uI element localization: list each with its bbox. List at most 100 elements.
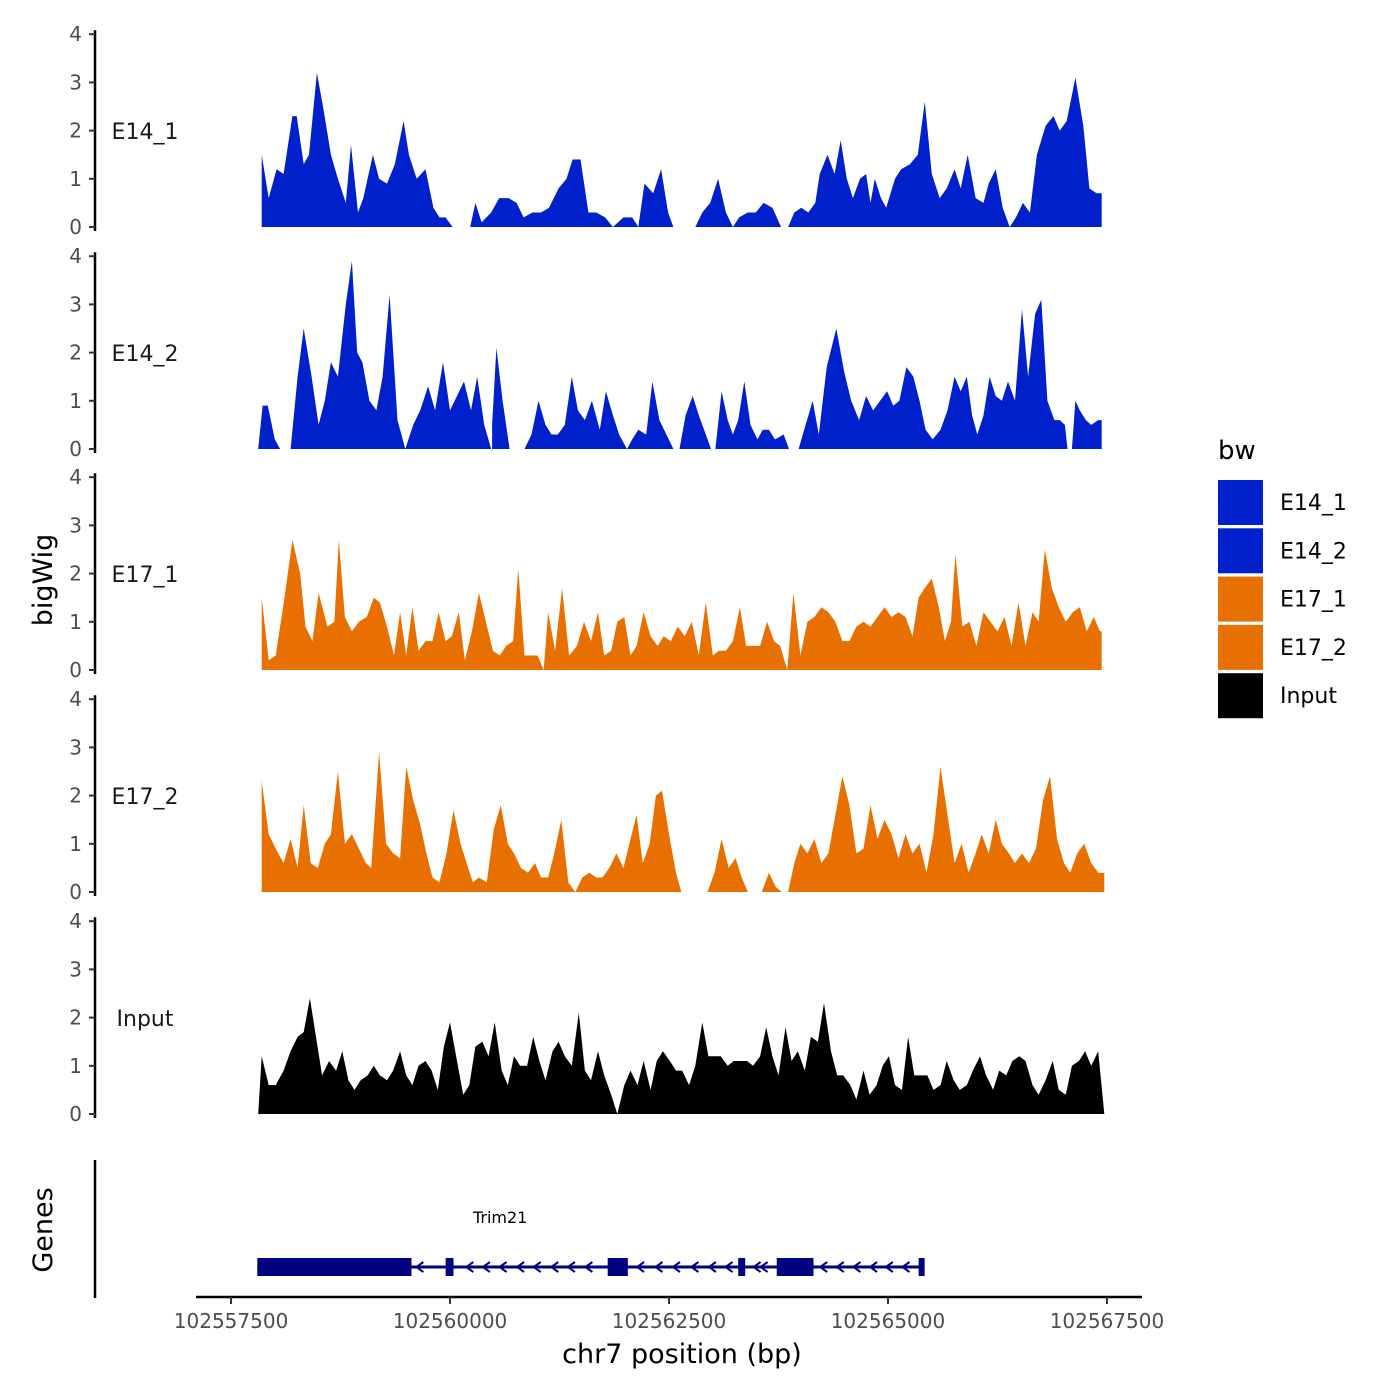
gene-strand-arrow — [851, 1261, 862, 1273]
gene-strand-arrow — [481, 1261, 491, 1273]
y-tick-label: 2 — [69, 1006, 82, 1030]
gene-exon — [918, 1258, 925, 1276]
legend-label: E17_1 — [1280, 588, 1347, 613]
y-tick-label: 4 — [69, 22, 82, 46]
legend-label: E17_2 — [1280, 636, 1347, 661]
gene-strand-arrow — [758, 1261, 769, 1273]
legend-label: E14_2 — [1280, 539, 1347, 564]
track-E17_1: 0 1 2 3 4 E17_1 — [69, 465, 1102, 682]
signal-area-E17_2 — [261, 752, 682, 892]
gene-exon — [607, 1258, 628, 1276]
track-label: E17_1 — [112, 563, 179, 588]
gene-strand-arrow — [723, 1261, 734, 1273]
gene-strand-arrow — [515, 1261, 525, 1273]
legend-label: E14_1 — [1280, 491, 1347, 516]
y-tick-label: 3 — [69, 957, 82, 981]
x-tick-label: 102560000 — [393, 1309, 508, 1333]
y-tick-label: 0 — [69, 215, 82, 239]
signal-area-E17_2 — [761, 872, 782, 892]
legend-swatch — [1218, 480, 1263, 525]
track-label: E17_2 — [112, 785, 179, 810]
signal-area-E14_2 — [679, 396, 711, 449]
signal-area-E14_2 — [1071, 400, 1102, 449]
gene-strand-arrow — [635, 1261, 645, 1273]
gene-exon — [776, 1258, 814, 1276]
y-tick-label: 4 — [69, 244, 82, 268]
signal-area-E17_2 — [788, 766, 1105, 892]
y-tick-label: 2 — [69, 562, 82, 586]
gene-strand-arrow — [497, 1261, 508, 1273]
y-tick-label: 1 — [69, 832, 82, 856]
track-label: Input — [117, 1007, 174, 1032]
x-tick-label: 102565000 — [831, 1309, 946, 1333]
track-E14_1: 0 1 2 3 4 E14_1 — [69, 22, 1102, 239]
track-E14_2: 0 1 2 3 4 E14_2 — [69, 244, 1102, 461]
signal-area-E14_2 — [258, 405, 281, 449]
x-tick-label: 102567500 — [1050, 1309, 1165, 1333]
y-tick-label: 1 — [69, 610, 82, 634]
y-tick-label: 1 — [69, 1054, 82, 1078]
gene-strand-arrow — [549, 1261, 559, 1273]
gene-label: Trim21 — [472, 1208, 527, 1227]
signal-area-E14_2 — [492, 347, 510, 449]
y-tick-label: 2 — [69, 784, 82, 808]
y-tick-label: 3 — [69, 513, 82, 537]
signal-area-E14_1 — [470, 159, 674, 227]
track-panels: 0 1 2 3 4 E14_1 0 1 2 3 4 E14_2 0 1 2 3 4 E17_1 0 1 2 3 4 E17_2… — [69, 22, 1105, 1126]
signal-area-E14_2 — [798, 299, 1068, 449]
x-axis-title: chr7 position (bp) — [562, 1339, 802, 1370]
gene-exon — [257, 1258, 412, 1276]
signal-area-E17_1 — [261, 539, 1102, 670]
gene-strand-arrow — [751, 1261, 762, 1273]
y-tick-label: 2 — [69, 119, 82, 143]
y-tick-label: 0 — [69, 880, 82, 904]
y-tick-label: 4 — [69, 465, 82, 489]
legend-title: bw — [1218, 436, 1256, 466]
y-tick-label: 1 — [69, 389, 82, 413]
genes-track-title: Genes — [28, 1187, 59, 1272]
y-tick-label: 4 — [69, 687, 82, 711]
y-tick-label: 2 — [69, 341, 82, 365]
legend-swatch — [1218, 528, 1263, 574]
y-tick-label: 0 — [69, 1102, 82, 1126]
gene-strand-arrow — [689, 1261, 699, 1273]
gene-strand-arrow — [671, 1261, 681, 1273]
signal-area-E14_1 — [261, 72, 453, 227]
gene-strand-arrow — [818, 1261, 828, 1273]
track-label: E14_1 — [112, 120, 179, 145]
gene-exon — [445, 1258, 454, 1276]
track-label: E14_2 — [112, 342, 179, 367]
gene-strand-arrow — [566, 1261, 576, 1273]
legend-label: Input — [1280, 684, 1337, 709]
legend: bw E14_1 E14_2 E17_1 E17_2 Input — [1218, 436, 1347, 719]
gene-strand-arrow — [900, 1261, 911, 1273]
gene-strand-arrow — [868, 1261, 878, 1273]
signal-area-E14_2 — [524, 376, 674, 449]
signal-area-E14_1 — [695, 178, 782, 227]
x-tick-label: 102562500 — [612, 1309, 727, 1333]
y-tick-label: 3 — [69, 292, 82, 316]
gene-strand-arrow — [464, 1261, 474, 1273]
signal-area-Input — [258, 998, 1105, 1114]
gene-strand-arrow — [835, 1261, 845, 1273]
legend-swatch — [1218, 673, 1263, 719]
y-tick-label: 3 — [69, 70, 82, 94]
genes-track: Trim21 — [93, 1160, 925, 1298]
gene-strand-arrow — [414, 1261, 424, 1273]
legend-swatch — [1218, 576, 1263, 622]
y-tick-label: 0 — [69, 658, 82, 682]
signal-area-E14_2 — [290, 261, 492, 449]
gene-strand-arrow — [532, 1261, 542, 1273]
legend-swatch — [1218, 624, 1263, 670]
track-Input: 0 1 2 3 4 Input — [69, 909, 1105, 1126]
gene-strand-arrow — [707, 1261, 717, 1273]
x-axis: 102557500 102560000 102562500 102565000 1025… — [174, 1295, 1165, 1333]
signal-area-E14_2 — [715, 381, 789, 449]
gene-strand-arrow — [653, 1261, 664, 1273]
signal-area-E17_2 — [707, 839, 748, 892]
y-tick-label: 1 — [69, 167, 82, 191]
y-tick-label: 3 — [69, 735, 82, 759]
x-tick-label: 102557500 — [174, 1309, 289, 1333]
gene-exon — [738, 1258, 746, 1276]
